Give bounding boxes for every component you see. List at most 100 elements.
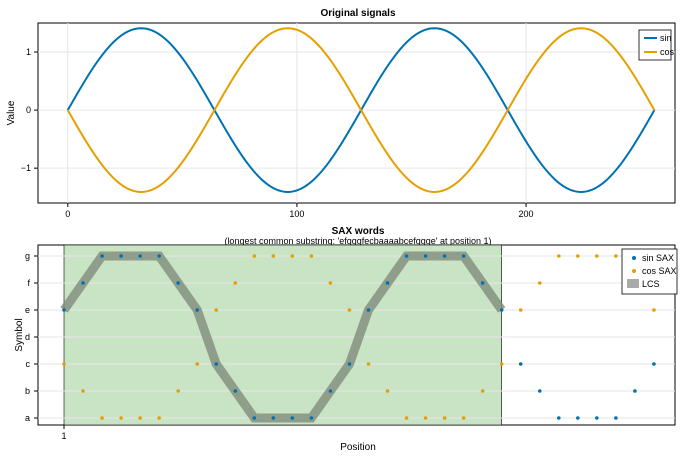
lcs-legend-swatch <box>627 279 639 288</box>
sax-x-ticks: 1 <box>61 425 67 441</box>
signals-title: Original signals <box>320 8 395 19</box>
signals-legend: sin cos <box>638 29 675 61</box>
cos-sax-point <box>214 308 219 312</box>
cos-sax-point <box>366 362 371 366</box>
sin-sax-point <box>652 362 656 366</box>
cos-sax-legend-label: cos SAX <box>642 266 677 276</box>
sin-legend-label: sin <box>660 33 672 43</box>
sax-y-tick-label: g <box>25 251 30 261</box>
sin-sax-point <box>614 416 618 420</box>
sin-sax-point <box>290 416 295 420</box>
sax-y-tick-label: d <box>25 332 30 342</box>
sax-panel: SAX words (longest common substring: 'ef… <box>14 226 678 453</box>
sax-y-tick-label: a <box>25 413 30 423</box>
sin-sax-point <box>461 254 466 258</box>
cos-sax-point <box>537 281 542 285</box>
signals-x-tick-label: 0 <box>65 209 70 219</box>
signals-x-tick-label: 100 <box>289 209 304 219</box>
sin-sax-point <box>366 308 371 312</box>
sax-x-tick-label: 1 <box>61 431 66 441</box>
cos-sax-point <box>290 254 295 258</box>
cos-sax-point <box>595 254 599 258</box>
sax-y-tick-label: f <box>27 278 30 288</box>
signals-lines <box>66 27 656 193</box>
sax-subtitle: (longest common substring: 'efgggfecbaaa… <box>224 236 491 246</box>
sin-sax-point <box>119 254 123 258</box>
cos-sax-point <box>347 308 352 312</box>
sin-sax-point <box>404 254 409 258</box>
cos-sax-point <box>480 389 485 393</box>
cos-sax-point <box>119 416 123 420</box>
cos-sax-point <box>271 254 276 258</box>
lcs-path <box>60 251 506 423</box>
sin-sax-point <box>442 254 447 258</box>
cos-line <box>66 27 656 193</box>
sin-sax-point <box>595 416 599 420</box>
signals-legend-box <box>638 29 672 61</box>
sin-sax-point <box>537 389 542 393</box>
cos-sax-point <box>442 416 447 420</box>
sin-sax-point <box>309 416 314 420</box>
sin-sax-point <box>347 362 352 366</box>
sin-sax-point <box>423 254 428 258</box>
sax-y-tick-label: e <box>25 305 30 315</box>
sin-sax-point <box>62 308 66 312</box>
signals-y-tick-label: 1 <box>26 47 31 57</box>
cos-sax-point <box>404 416 409 420</box>
cos-sax-point <box>423 416 428 420</box>
sin-sax-point <box>138 254 142 258</box>
sin-sax-point <box>576 416 580 420</box>
signals-y-ticks: −1 0 1 <box>21 47 38 173</box>
cos-sax-point <box>309 254 314 258</box>
cos-sax-point <box>252 254 257 258</box>
sin-sax-point <box>252 416 257 420</box>
sin-sax-point <box>499 308 504 312</box>
cos-sax-point <box>233 281 238 285</box>
signals-y-axis-label: Value <box>6 100 17 125</box>
lcs-region <box>63 244 502 426</box>
sin-sax-point <box>214 362 219 366</box>
signals-panel: Original signals 0 100 200 −1 0 1 Value sin … <box>6 8 676 219</box>
cos-sax-point <box>157 416 161 420</box>
signals-plot-frame <box>37 22 676 204</box>
cos-sax-point <box>328 281 333 285</box>
cos-sax-point <box>461 416 466 420</box>
sin-sax-point <box>480 281 485 285</box>
cos-sax-point <box>576 254 580 258</box>
sin-sax-point <box>271 416 276 420</box>
sin-sax-point <box>556 416 561 420</box>
cos-sax-point <box>518 308 523 312</box>
sin-sax-point <box>195 308 200 312</box>
sin-sax-point <box>328 389 333 393</box>
sax-y-ticks: a b c d e f g <box>25 251 38 423</box>
cos-sax-point <box>499 362 504 366</box>
sax-title: SAX words <box>332 226 385 237</box>
sin-sax-point <box>176 281 180 285</box>
lcs-legend-label: LCS <box>642 279 660 289</box>
sax-y-tick-label: c <box>26 359 31 369</box>
sax-x-axis-label: Position <box>340 442 376 453</box>
sin-sax-point <box>633 389 637 393</box>
sin-sax-point <box>157 254 161 258</box>
cos-sax-point <box>176 389 180 393</box>
cos-sax-point <box>556 254 561 258</box>
sin-sax-legend-label: sin SAX <box>642 253 674 263</box>
cos-sax-point <box>385 389 390 393</box>
cos-sax-point <box>614 254 618 258</box>
sin-sax-point <box>518 362 523 366</box>
signals-y-tick-label: −1 <box>21 163 31 173</box>
cos-legend-label: cos <box>660 47 675 57</box>
sax-y-axis-label: Symbol <box>14 318 25 351</box>
sin-sax-point <box>233 389 238 393</box>
signals-y-tick-label: 0 <box>26 105 31 115</box>
sin-sax-point <box>81 281 85 285</box>
cos-sax-point <box>62 362 66 366</box>
cos-sax-point <box>138 416 142 420</box>
sax-legend: sin SAX cos SAX LCS <box>621 248 678 295</box>
signals-x-ticks: 0 100 200 <box>65 203 534 219</box>
signals-grid <box>38 23 675 203</box>
cos-sax-point <box>81 389 85 393</box>
cos-sax-point <box>195 362 200 366</box>
cos-sax-legend-marker <box>632 269 636 273</box>
